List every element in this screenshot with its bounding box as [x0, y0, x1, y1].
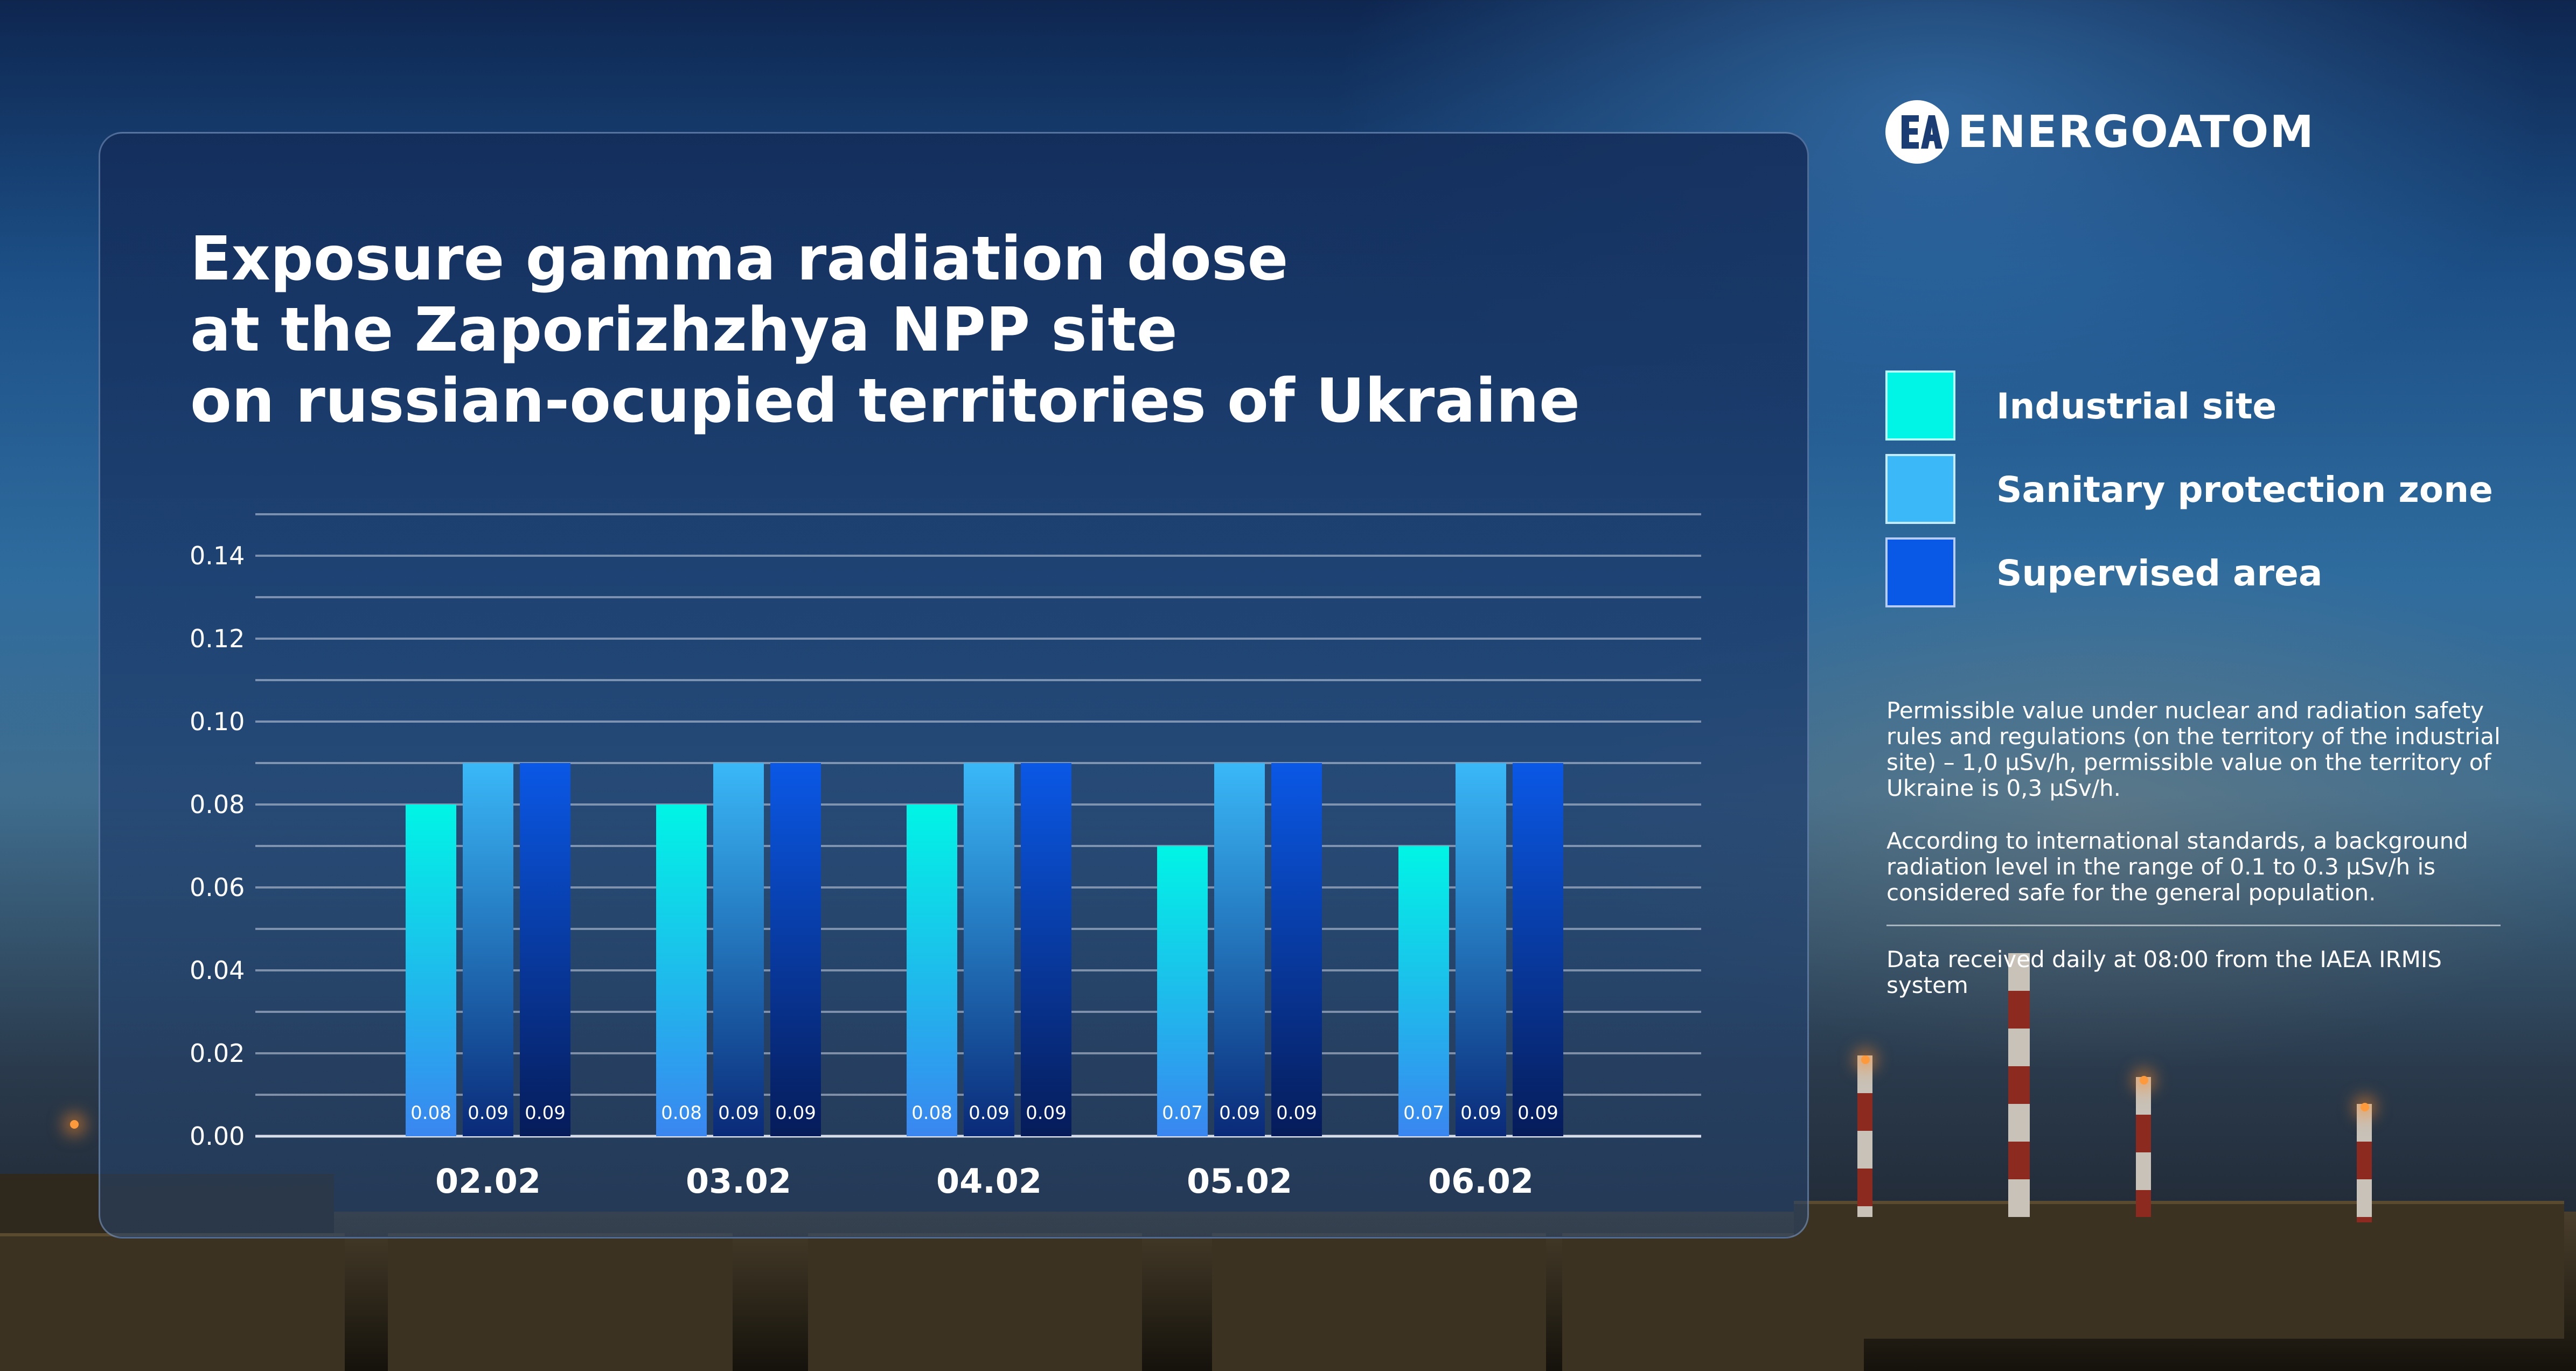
- chart-title-line-1: Exposure gamma radiation dose: [190, 224, 1289, 294]
- legend-swatch-sanitary-protection-zone: [1885, 454, 1955, 524]
- bar-sanitary-protection-zone: [713, 763, 764, 1136]
- chart-title: Exposure gamma radiation dose at the Zap…: [190, 223, 1645, 437]
- bar-value-label: 0.09: [1517, 1102, 1558, 1124]
- y-tick-label: 0.10: [190, 707, 245, 736]
- energoatom-logo-text: ENERGOATOM: [1958, 106, 2315, 158]
- bar-value-label: 0.09: [1460, 1102, 1501, 1124]
- bar-value-label: 0.09: [525, 1102, 566, 1124]
- bar-value-label: 0.09: [468, 1102, 509, 1124]
- y-tick-label: 0.04: [190, 956, 245, 985]
- x-tick-label: 02.02: [435, 1162, 541, 1201]
- legend-swatch-industrial-site: [1885, 370, 1955, 440]
- bar-industrial-site: [1398, 846, 1449, 1136]
- bar-value-label: 0.09: [969, 1102, 1009, 1124]
- legend-label-sanitary-protection-zone: Sanitary protection zone: [1996, 469, 2493, 510]
- bar-supervised-area: [520, 763, 570, 1136]
- bar-value-label: 0.09: [1219, 1102, 1260, 1124]
- bar-value-label: 0.09: [775, 1102, 816, 1124]
- y-tick-label: 0.14: [190, 541, 245, 570]
- legend-item-supervised-area: Supervised area: [1885, 537, 2576, 607]
- note-international-standards: According to international standards, a …: [1886, 828, 2468, 906]
- note-data-source: Data received daily at 08:00 from the IA…: [1886, 946, 2442, 998]
- legend-swatch-supervised-area: [1885, 537, 1955, 607]
- bar-supervised-area: [1271, 763, 1322, 1136]
- bar-value-label: 0.09: [718, 1102, 759, 1124]
- energoatom-logo-icon: [1885, 100, 1949, 164]
- y-tick-label: 0.02: [190, 1039, 245, 1068]
- chart-x-axis-ticks: 02.02 03.02 04.02 05.02 06.02: [435, 1162, 1534, 1201]
- chart-y-axis-ticks: 0.00 0.02 0.04 0.06 0.08 0.10 0.12 0.14: [190, 541, 245, 1151]
- legend-label-supervised-area: Supervised area: [1996, 552, 2323, 594]
- bar-value-label: 0.08: [661, 1102, 702, 1124]
- bar-value-label: 0.07: [1162, 1102, 1203, 1124]
- y-tick-label: 0.00: [190, 1122, 245, 1151]
- legend-item-sanitary-protection-zone: Sanitary protection zone: [1885, 454, 2576, 524]
- bar-industrial-site: [1157, 846, 1208, 1136]
- bar-industrial-site: [656, 805, 707, 1136]
- notes-divider: [1886, 925, 2501, 926]
- y-tick-label: 0.08: [190, 790, 245, 819]
- energoatom-logo: ENERGOATOM: [1885, 97, 2315, 167]
- x-tick-label: 03.02: [686, 1162, 791, 1201]
- bar-value-label: 0.09: [1276, 1102, 1317, 1124]
- legend-label-industrial-site: Industrial site: [1996, 386, 2277, 427]
- chart-bars: [406, 763, 1563, 1136]
- y-tick-label: 0.12: [190, 624, 245, 653]
- bar-sanitary-protection-zone: [1456, 763, 1506, 1136]
- bar-supervised-area: [770, 763, 821, 1136]
- bar-supervised-area: [1513, 763, 1563, 1136]
- bar-value-label: 0.08: [410, 1102, 451, 1124]
- bar-value-label: 0.07: [1403, 1102, 1444, 1124]
- bar-supervised-area: [1021, 763, 1071, 1136]
- bar-industrial-site: [406, 805, 456, 1136]
- legend-item-industrial-site: Industrial site: [1885, 370, 2576, 440]
- x-tick-label: 06.02: [1428, 1162, 1534, 1201]
- bar-sanitary-protection-zone: [1214, 763, 1265, 1136]
- x-tick-label: 04.02: [936, 1162, 1042, 1201]
- chart-title-line-2: at the Zaporizhzhya NPP site: [190, 295, 1178, 365]
- bar-value-label: 0.08: [911, 1102, 952, 1124]
- bar-sanitary-protection-zone: [964, 763, 1014, 1136]
- bar-industrial-site: [907, 805, 957, 1136]
- chart-title-line-3: on russian-ocupied territories of Ukrain…: [190, 366, 1580, 436]
- bar-value-label: 0.09: [1026, 1102, 1067, 1124]
- chart-data-labels: 0.08 0.09 0.09 0.08 0.09 0.09 0.08 0.09 0.09 0.07…: [410, 1102, 1558, 1124]
- x-tick-label: 05.02: [1187, 1162, 1292, 1201]
- note-permissible-value: Permissible value under nuclear and radi…: [1886, 697, 2501, 801]
- bar-sanitary-protection-zone: [463, 763, 513, 1136]
- y-tick-label: 0.06: [190, 873, 245, 902]
